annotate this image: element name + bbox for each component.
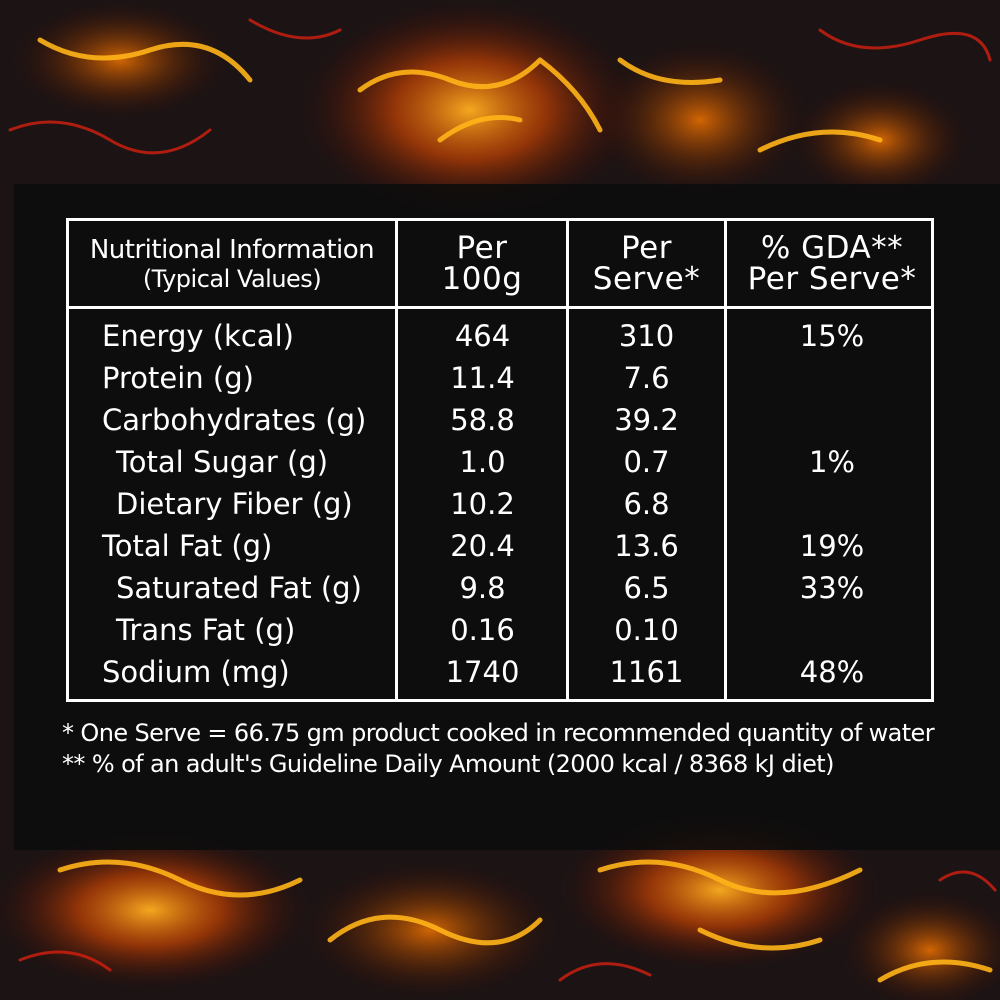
nutrition-table: Nutritional Information (Typical Values)… bbox=[66, 218, 934, 702]
header-gda-line1: % GDA** bbox=[760, 229, 904, 266]
nutrient-row-total-sugar: Total Sugar (g) 1.0 0.7 1% bbox=[69, 441, 931, 483]
column-divider bbox=[395, 221, 398, 699]
gda-value: 1% bbox=[808, 445, 855, 479]
nutrient-row-total-fat: Total Fat (g) 20.4 13.6 19% bbox=[69, 525, 931, 567]
per-100g-value: 0.16 bbox=[450, 613, 515, 647]
nutrient-label: Energy (kcal) bbox=[102, 319, 294, 353]
nutrient-row-energy: Energy (kcal) 464 310 15% bbox=[69, 315, 931, 357]
nutrient-rows: Energy (kcal) 464 310 15% Protein (g) 11… bbox=[69, 315, 931, 693]
per-serve-value: 310 bbox=[618, 319, 675, 353]
nutrient-label: Carbohydrates (g) bbox=[102, 403, 367, 437]
per-100g-value: 9.8 bbox=[459, 571, 506, 605]
nutrient-row-protein: Protein (g) 11.4 7.6 bbox=[69, 357, 931, 399]
footnote-serve: * One Serve = 66.75 gm product cooked in… bbox=[62, 719, 935, 747]
header-divider bbox=[69, 306, 931, 309]
gda-value: 19% bbox=[799, 529, 865, 563]
gda-value: 15% bbox=[799, 319, 865, 353]
header-nutritional-information: Nutritional Information (Typical Values) bbox=[69, 221, 395, 306]
header-title: Nutritional Information bbox=[89, 234, 375, 265]
gda-value: 33% bbox=[799, 571, 865, 605]
per-serve-value: 0.10 bbox=[614, 613, 679, 647]
per-serve-value: 7.6 bbox=[623, 361, 670, 395]
nutrient-label: Total Sugar (g) bbox=[116, 445, 329, 479]
per-serve-value: 39.2 bbox=[614, 403, 679, 437]
header-per-100g: Per 100g bbox=[398, 221, 566, 306]
header-gda-line2: Per Serve* bbox=[747, 260, 917, 297]
per-serve-value: 1161 bbox=[609, 655, 684, 689]
nutrient-row-dietary-fiber: Dietary Fiber (g) 10.2 6.8 bbox=[69, 483, 931, 525]
info-panel bbox=[14, 184, 1000, 850]
nutrient-row-trans-fat: Trans Fat (g) 0.16 0.10 bbox=[69, 609, 931, 651]
nutrient-label: Total Fat (g) bbox=[102, 529, 273, 563]
nutrient-row-saturated-fat: Saturated Fat (g) 9.8 6.5 33% bbox=[69, 567, 931, 609]
per-serve-value: 6.8 bbox=[623, 487, 670, 521]
header-gda-per-serve: % GDA** Per Serve* bbox=[727, 221, 937, 306]
per-serve-value: 0.7 bbox=[623, 445, 670, 479]
nutrient-row-sodium: Sodium (mg) 1740 1161 48% bbox=[69, 651, 931, 693]
column-divider bbox=[566, 221, 569, 699]
nutrient-label: Saturated Fat (g) bbox=[116, 571, 362, 605]
column-divider bbox=[724, 221, 727, 699]
per-serve-value: 6.5 bbox=[623, 571, 670, 605]
gda-value: 48% bbox=[799, 655, 865, 689]
nutrient-label: Protein (g) bbox=[102, 361, 254, 395]
nutrient-label: Sodium (mg) bbox=[102, 655, 290, 689]
nutrient-label: Trans Fat (g) bbox=[116, 613, 296, 647]
header-per-serve-line2: Serve* bbox=[592, 260, 701, 297]
header-per-serve: Per Serve* bbox=[569, 221, 724, 306]
header-per-100g-line1: Per bbox=[456, 229, 508, 266]
header-per-100g-line2: 100g bbox=[441, 260, 523, 297]
per-100g-value: 11.4 bbox=[450, 361, 515, 395]
nutrient-label: Dietary Fiber (g) bbox=[116, 487, 353, 521]
per-100g-value: 10.2 bbox=[450, 487, 515, 521]
per-100g-value: 58.8 bbox=[450, 403, 515, 437]
footnotes: * One Serve = 66.75 gm product cooked in… bbox=[62, 718, 962, 780]
per-100g-value: 20.4 bbox=[450, 529, 515, 563]
per-100g-value: 464 bbox=[454, 319, 511, 353]
per-100g-value: 1740 bbox=[445, 655, 520, 689]
header-subtitle: (Typical Values) bbox=[142, 264, 322, 293]
nutrient-row-carbohydrates: Carbohydrates (g) 58.8 39.2 bbox=[69, 399, 931, 441]
footnote-gda: ** % of an adult's Guideline Daily Amoun… bbox=[62, 750, 834, 778]
per-serve-value: 13.6 bbox=[614, 529, 679, 563]
header-per-serve-line1: Per bbox=[621, 229, 672, 266]
per-100g-value: 1.0 bbox=[459, 445, 506, 479]
